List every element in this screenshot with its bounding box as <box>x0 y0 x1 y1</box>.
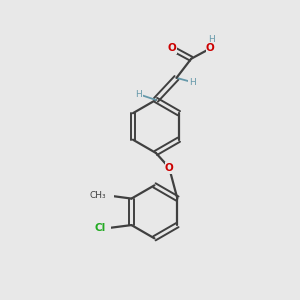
FancyBboxPatch shape <box>206 43 215 54</box>
Text: H: H <box>189 78 196 87</box>
Text: O: O <box>168 44 176 53</box>
FancyBboxPatch shape <box>93 190 114 202</box>
Text: CH₃: CH₃ <box>90 191 106 200</box>
Text: O: O <box>206 44 215 53</box>
FancyBboxPatch shape <box>134 88 142 100</box>
FancyBboxPatch shape <box>207 34 216 46</box>
Text: H: H <box>135 90 142 99</box>
Text: Cl: Cl <box>94 223 106 233</box>
FancyBboxPatch shape <box>95 223 111 234</box>
FancyBboxPatch shape <box>168 43 176 54</box>
FancyBboxPatch shape <box>188 76 197 88</box>
FancyBboxPatch shape <box>165 162 174 174</box>
Text: O: O <box>165 163 173 173</box>
Text: H: H <box>208 35 215 44</box>
